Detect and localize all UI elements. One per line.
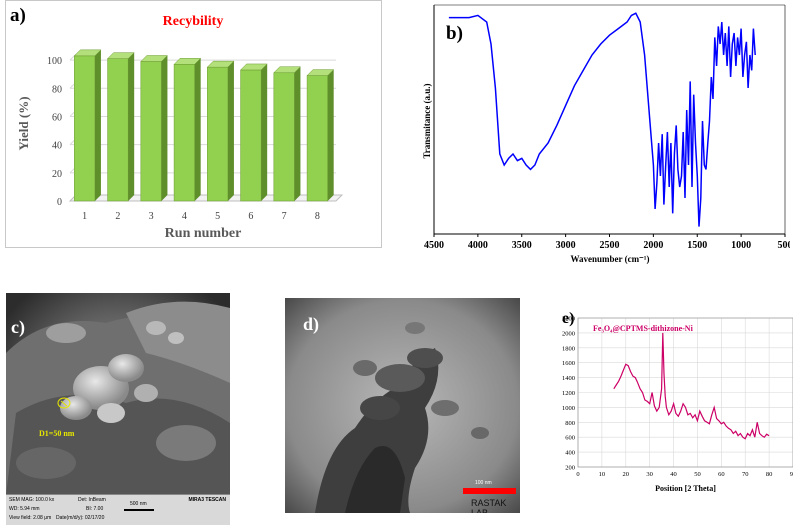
y-tick-label: 60 [52, 112, 62, 123]
sem-brand: MIRA3 TESCAN [188, 497, 226, 503]
y-tick-label: 1200 [562, 390, 575, 397]
x-axis-label: Run number [165, 226, 242, 241]
y-tick-label: 80 [52, 84, 62, 95]
tem-image: d) 100 nm RASTAK LAB [285, 298, 520, 513]
sem-micrograph [6, 293, 230, 495]
bar-run-1 [74, 55, 96, 202]
y-tick-label: 1400 [562, 375, 575, 382]
y-tick-label: 1000 [562, 405, 575, 412]
bar-side-run-3 [161, 55, 168, 201]
xrd-panel: 200 400 600 800 1000 1200 1400 1600 1800 2000 2200… [536, 300, 793, 515]
bar-side-run-1 [94, 49, 101, 202]
bar-run-7 [273, 72, 295, 202]
x-tick-label: 70 [742, 471, 749, 478]
x-tick-label: 1000 [731, 240, 751, 251]
bar-run-6 [240, 69, 262, 202]
x-tick-label: 0 [576, 471, 579, 478]
x-tick-label: 5 [215, 211, 220, 222]
x-tick-label: 1500 [687, 240, 707, 251]
x-tick-label: 60 [718, 471, 725, 478]
tem-scale-label: 100 nm [475, 480, 492, 486]
sem-image: c) D1=50 nm SEM MAG: 100.0 kx Det: InBea… [6, 293, 230, 525]
x-tick-label: 3 [149, 211, 154, 222]
bar-side-run-7 [294, 66, 301, 201]
x-tick-label: 7 [282, 211, 287, 222]
x-tick-label: 6 [248, 211, 253, 222]
bar-side-run-2 [128, 52, 135, 201]
y-axis-label: Yield (%) [16, 96, 31, 150]
bar-side-run-6 [261, 63, 268, 201]
x-tick-label: 90 [790, 471, 793, 478]
particle-size-annotation: D1=50 nm [39, 429, 75, 438]
panel-label-b: b) [446, 23, 463, 44]
bar-run-4 [173, 64, 195, 202]
x-axis-label: Position [2 Theta] [655, 484, 716, 493]
y-tick-label: 0 [57, 197, 62, 208]
ftir-panel: 4500 4000 3500 3000 2500 2000 1500 1000 500 Waven… [420, 3, 790, 270]
x-tick-label: 10 [599, 471, 606, 478]
sem-bi: BI: 7.00 [86, 506, 104, 512]
tem-watermark: RASTAK LAB [471, 498, 507, 513]
y-tick-label: 40 [52, 141, 62, 152]
recyclability-panel: a) Recybility 0 20 40 60 80 100 1 2 3 4 5 6 7 8 Run num… [5, 0, 382, 248]
y-tick-label: 20 [52, 169, 62, 180]
xrd-pattern-line [613, 332, 770, 440]
sem-det: Det: InBeam [78, 497, 106, 503]
y-tick-label: 100 [47, 56, 62, 67]
panel-label-d: d) [303, 314, 320, 334]
x-axis-label: Wavenumber (cm⁻¹) [570, 254, 649, 264]
x-tick-label: 500 [778, 240, 791, 251]
x-tick-label: 3500 [512, 240, 532, 251]
bar-run-3 [140, 61, 162, 202]
x-tick-label: 3000 [556, 240, 576, 251]
sem-wd: WD: 5.94 mm [9, 506, 40, 512]
tem-micrograph [285, 298, 520, 513]
sem-scale-label: 500 nm [130, 501, 147, 507]
sem-mag: SEM MAG: 100.0 kx [9, 497, 55, 503]
recyclability-chart: Recybility 0 20 40 60 80 100 1 2 3 4 5 6 7 8 Run number… [16, 14, 344, 241]
y-tick-label: 600 [565, 435, 575, 442]
y-tick-label: 2000 [562, 330, 575, 337]
plot-frame [577, 317, 793, 468]
x-tick-label: 4000 [468, 240, 488, 251]
y-tick-label: 2200 [562, 316, 575, 323]
chart-title: Fe₃O₄@CPTMS-dithizone-Ni [593, 324, 694, 333]
sem-view-field: View field: 2.08 μm [9, 515, 52, 521]
y-tick-label: 400 [565, 450, 575, 457]
sem-scale-bar [124, 509, 154, 511]
bar-side-run-5 [227, 61, 234, 201]
y-tick-label: 200 [565, 465, 575, 472]
x-tick-label: 2 [115, 211, 120, 222]
x-tick-label: 4 [182, 211, 187, 222]
sem-date: Date(m/d/y): 02/17/20 [56, 515, 105, 521]
bar-side-run-8 [327, 69, 334, 201]
ftir-chart: 4500 4000 3500 3000 2500 2000 1500 1000 500 Waven… [422, 4, 791, 264]
x-tick-label: 80 [766, 471, 773, 478]
y-tick-label: 1600 [562, 360, 575, 367]
chart-title: Recybility [163, 14, 224, 29]
x-tick-label: 50 [694, 471, 701, 478]
bar-run-5 [207, 66, 229, 202]
x-tick-label: 8 [315, 211, 320, 222]
x-tick-label: 20 [623, 471, 630, 478]
x-tick-label: 4500 [424, 240, 444, 251]
y-tick-label: 1800 [562, 345, 575, 352]
sem-info-bar: SEM MAG: 100.0 kx Det: InBeam WD: 5.94 m… [6, 494, 230, 525]
tem-scale-bar [463, 488, 516, 494]
ftir-spectrum-line [448, 12, 756, 227]
y-tick-label: 800 [565, 420, 575, 427]
bar-side-run-4 [194, 58, 201, 202]
y-axis-label: Transmitance (a.u.) [422, 83, 432, 158]
x-tick-label: 1 [82, 211, 87, 222]
xrd-chart: 2004006008001000120014001600180020002200… [562, 316, 793, 493]
x-tick-label: 2000 [643, 240, 663, 251]
panel-label-e: e) [562, 310, 575, 327]
x-tick-label: 2500 [600, 240, 620, 251]
panel-label-a: a) [10, 5, 26, 26]
panel-label-c: c) [11, 317, 25, 337]
bar-run-8 [306, 75, 328, 202]
x-tick-label: 40 [670, 471, 677, 478]
bar-run-2 [107, 58, 129, 202]
x-tick-label: 30 [646, 471, 653, 478]
